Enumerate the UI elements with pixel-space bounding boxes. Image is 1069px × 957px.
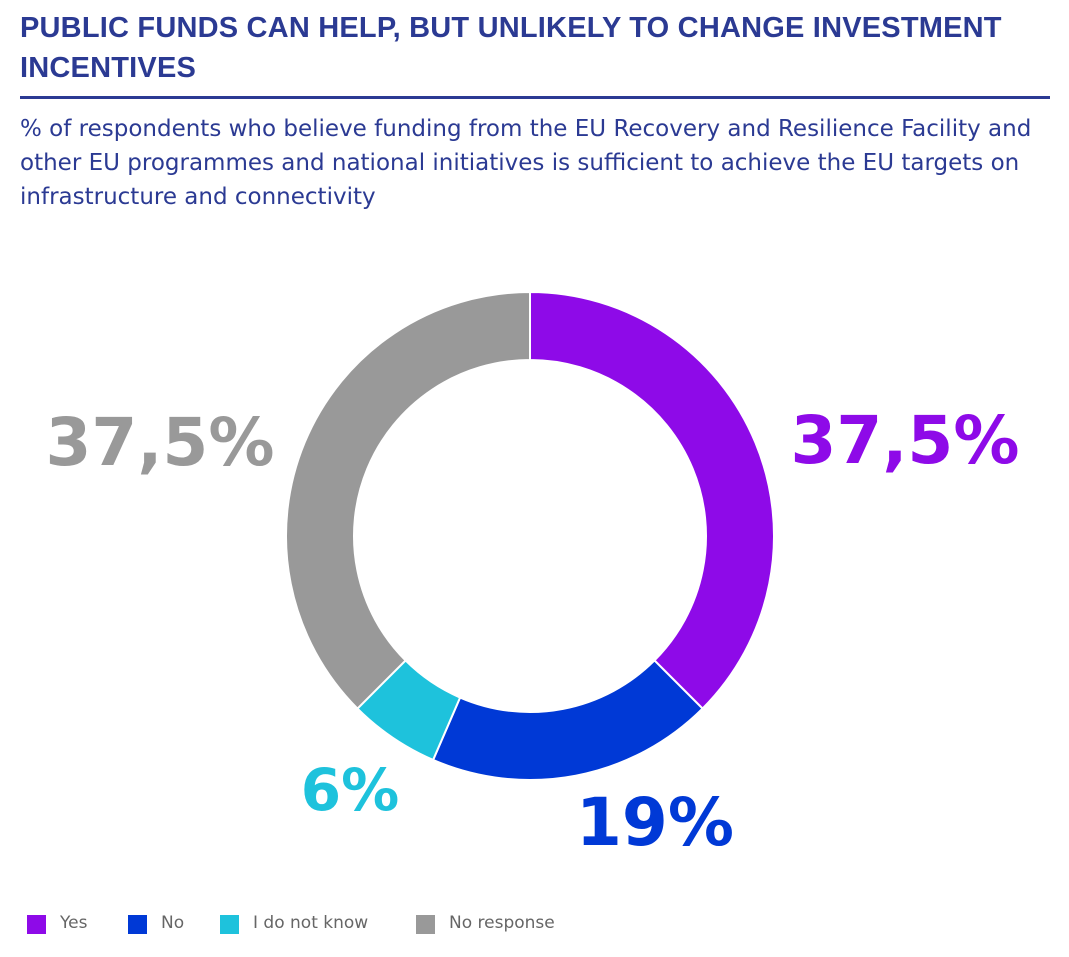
data-label-no: 19% <box>576 784 734 861</box>
donut-data-labels: 37,5% 19% 6% 37,5% <box>46 402 1020 861</box>
chart-subtitle: % of respondents who believe funding fro… <box>20 116 1032 210</box>
legend-label-no-response: No response <box>449 913 555 933</box>
slice-no-response <box>285 290 531 710</box>
legend-swatch-dont-know <box>220 915 239 934</box>
slice-yes <box>529 290 775 710</box>
title-divider <box>20 96 1050 99</box>
data-label-yes: 37,5% <box>791 402 1020 479</box>
legend-swatch-no-response <box>416 915 435 934</box>
legend-label-no: No <box>161 913 185 933</box>
slice-no <box>431 659 704 781</box>
legend-label-dont-know: I do not know <box>253 913 369 933</box>
legend-swatch-no <box>128 915 147 934</box>
donut-slices <box>285 290 775 781</box>
legend-label-yes: Yes <box>60 913 88 933</box>
chart-title: PUBLIC FUNDS CAN HELP, BUT UNLIKELY TO C… <box>20 12 1002 84</box>
legend-swatch-yes <box>27 915 46 934</box>
data-label-dont-know: 6% <box>301 756 399 824</box>
data-label-no-response: 37,5% <box>46 404 275 481</box>
